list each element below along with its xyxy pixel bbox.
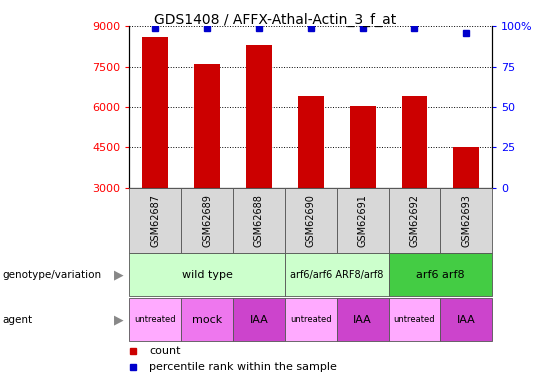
Text: GSM62693: GSM62693 [461, 194, 471, 247]
Bar [350, 105, 376, 188]
Text: ▶: ▶ [114, 268, 124, 281]
Bar [233, 298, 285, 341]
Bar [298, 96, 324, 188]
Text: untreated: untreated [290, 315, 332, 324]
Text: ▶: ▶ [114, 313, 124, 326]
Bar [194, 64, 220, 188]
Bar [453, 147, 479, 188]
Text: GSM62690: GSM62690 [306, 194, 316, 247]
Text: GSM62692: GSM62692 [409, 194, 420, 247]
Text: GDS1408 / AFFX-Athal-Actin_3_f_at: GDS1408 / AFFX-Athal-Actin_3_f_at [154, 13, 396, 27]
Text: GSM62687: GSM62687 [150, 194, 160, 247]
Text: GSM62689: GSM62689 [202, 194, 212, 247]
Bar [402, 96, 427, 188]
Text: agent: agent [3, 315, 33, 325]
Text: IAA: IAA [250, 315, 268, 325]
Bar [129, 188, 181, 253]
Text: IAA: IAA [353, 315, 372, 325]
Text: wild type: wild type [182, 270, 233, 280]
Bar [142, 37, 168, 188]
Bar [181, 188, 233, 253]
Text: GSM62691: GSM62691 [358, 194, 367, 247]
Bar [233, 188, 285, 253]
Bar [285, 253, 388, 296]
Bar [285, 188, 337, 253]
Bar [441, 298, 492, 341]
Text: mock: mock [192, 315, 222, 325]
Text: untreated: untreated [394, 315, 435, 324]
Text: arf6 arf8: arf6 arf8 [416, 270, 465, 280]
Bar [129, 253, 285, 296]
Bar [337, 188, 388, 253]
Bar [388, 253, 492, 296]
Bar [441, 188, 492, 253]
Text: percentile rank within the sample: percentile rank within the sample [149, 362, 337, 372]
Bar [388, 188, 441, 253]
Bar [285, 298, 337, 341]
Bar [129, 298, 181, 341]
Text: genotype/variation: genotype/variation [3, 270, 102, 280]
Bar [246, 45, 272, 188]
Text: untreated: untreated [134, 315, 176, 324]
Text: GSM62688: GSM62688 [254, 194, 264, 247]
Bar [337, 298, 388, 341]
Bar [388, 298, 441, 341]
Text: IAA: IAA [457, 315, 476, 325]
Text: arf6/arf6 ARF8/arf8: arf6/arf6 ARF8/arf8 [290, 270, 383, 280]
Bar [181, 298, 233, 341]
Text: count: count [149, 346, 181, 356]
